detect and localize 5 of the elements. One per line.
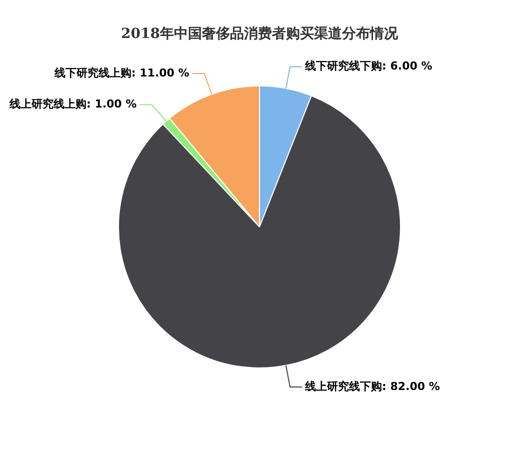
chart-title: 2018年中国奢侈品消费者购买渠道分布情况 [121,25,399,42]
slice-label: 线上研究线上购: 1.00 % [8,97,137,110]
slice-label: 线下研究线下购: 6.00 % [304,60,432,73]
slice-label: 线下研究线上购: 11.00 % [53,66,190,80]
slice-label: 线上研究线下购: 82.00 % [304,380,440,393]
